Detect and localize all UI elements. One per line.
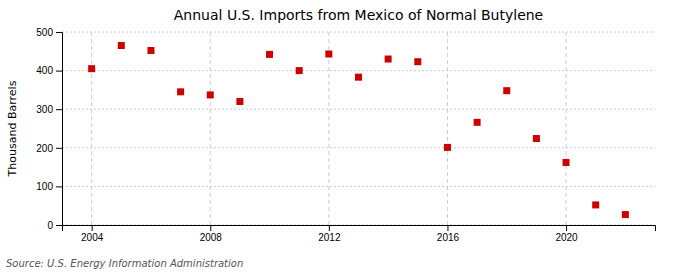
x-tick-mark [210,225,211,231]
x-tick-label: 2004 [81,232,104,243]
point [236,98,243,105]
point [266,51,273,58]
x-tick-label: 2008 [200,232,223,243]
point [118,42,125,49]
x-tick: 2016 [437,225,460,243]
grid-line-x [91,32,92,225]
point [296,67,303,74]
y-tick: 200 [36,143,62,154]
point [622,211,629,218]
x-tick-label: 2012 [318,232,341,243]
y-tick-mark [56,186,62,187]
point [88,65,95,72]
x-axis: 2004 2008 2012 2016 2020 [63,225,656,243]
point [147,47,154,54]
y-tick: 500 [36,27,62,38]
x-tick: 2012 [318,225,341,243]
y-tick-label: 200 [36,143,53,154]
y-tick: 300 [36,104,62,115]
y-tick-mark [56,32,62,33]
x-tick-mark [447,225,448,231]
y-tick-label: 0 [47,220,53,231]
grid [62,32,655,225]
plot-area: 2004 2008 2012 2016 2020 0 100 200 300 400 500 [36,27,655,243]
point [414,58,421,65]
point [177,88,184,95]
y-tick-label: 400 [36,65,53,76]
point [385,56,392,63]
point [355,74,362,81]
y-tick-mark [56,109,62,110]
x-tick: 2004 [81,225,104,243]
points [88,42,629,218]
point [207,91,214,98]
y-tick: 100 [36,181,62,192]
y-axis-title: Thousand Barrels [6,80,19,177]
x-tick-mark [92,225,93,231]
y-tick-mark [56,225,62,226]
x-tick: 2008 [200,225,223,243]
x-tick-label: 2020 [555,232,578,243]
x-tick-mark [329,225,330,231]
source-note: Source: U.S. Energy Information Administ… [6,258,243,269]
point [533,135,540,142]
x-axis-line [63,226,656,232]
title: Annual U.S. Imports from Mexico of Norma… [174,7,543,23]
point [592,201,599,208]
y-tick-label: 100 [36,181,53,192]
y-tick-label: 500 [36,27,53,38]
x-tick: 2020 [555,225,578,243]
point [503,87,510,94]
grid-line-x [566,32,567,225]
grid-line-x [210,32,211,225]
point [563,159,570,166]
grid-line-x [447,32,448,225]
y-tick-mark [56,148,62,149]
point [444,144,451,151]
x-tick-label: 2016 [437,232,460,243]
point [474,119,481,126]
y-tick-mark [56,71,62,72]
y-tick: 400 [36,65,62,76]
y-tick: 0 [47,220,62,231]
x-tick-mark [566,225,567,231]
point [325,51,332,58]
grid-line-x [328,32,329,225]
chart: 2004 2008 2012 2016 2020 0 100 200 300 400 500 Annu… [0,0,675,275]
y-axis: 0 100 200 300 400 500 [36,27,62,231]
y-axis-line [56,33,63,226]
y-tick-label: 300 [36,104,53,115]
